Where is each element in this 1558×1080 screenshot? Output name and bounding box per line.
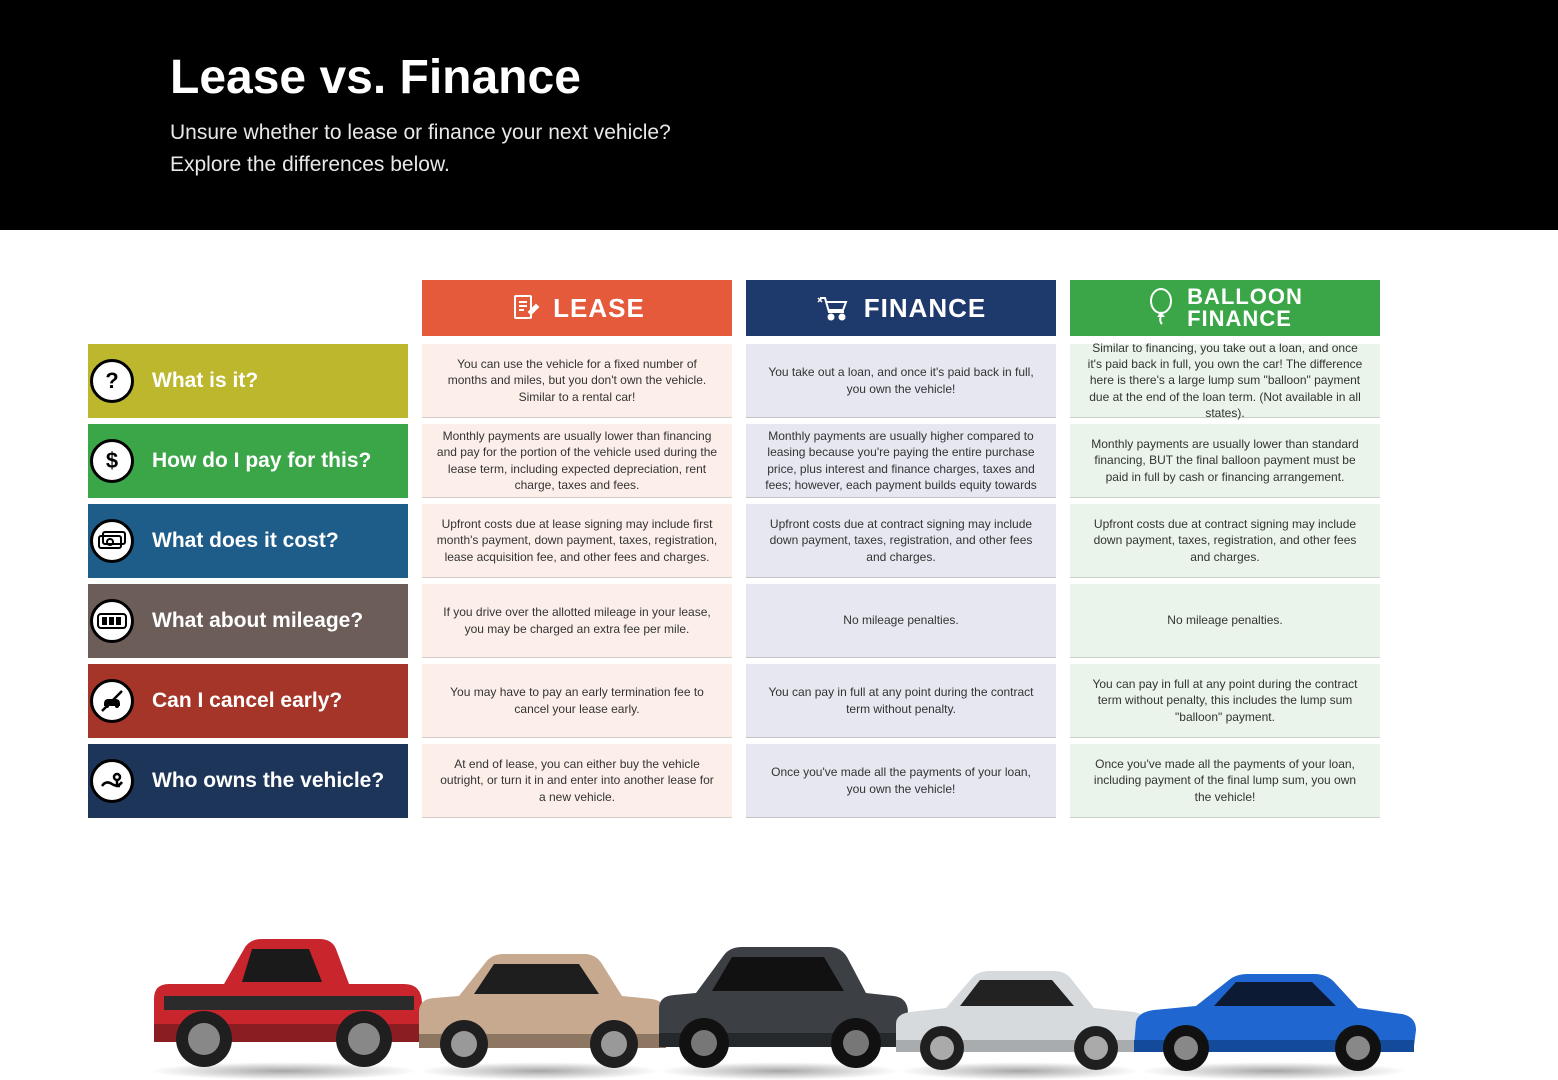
cell-finance: You can pay in full at any point during … <box>746 664 1056 738</box>
comparison-content: LEASE FINANCE <box>0 230 1558 1074</box>
column-header-label: BALLOONFINANCE <box>1187 286 1303 330</box>
sedan <box>884 944 1154 1074</box>
cell-lease: Upfront costs due at lease signing may i… <box>422 504 732 578</box>
question-how-pay: $ How do I pay for this? <box>88 424 408 498</box>
column-header-finance: FINANCE <box>746 280 1056 336</box>
question-label: What about mileage? <box>152 609 408 633</box>
cell-balloon: Similar to financing, you take out a loa… <box>1070 344 1380 418</box>
page-header: Lease vs. Finance Unsure whether to leas… <box>0 0 1558 230</box>
question-icon: ? <box>90 359 134 403</box>
cell-balloon: Upfront costs due at contract signing ma… <box>1070 504 1380 578</box>
question-label: Can I cancel early? <box>152 689 408 713</box>
cell-balloon: You can pay in full at any point during … <box>1070 664 1380 738</box>
pickup-truck <box>134 904 434 1074</box>
cell-lease: If you drive over the allotted mileage i… <box>422 584 732 658</box>
column-header-lease: LEASE <box>422 280 732 336</box>
column-header-label: FINANCE <box>864 293 987 324</box>
question-label: What is it? <box>152 369 408 393</box>
vehicle-lineup <box>88 854 1470 1074</box>
cell-finance: Upfront costs due at contract signing ma… <box>746 504 1056 578</box>
column-header-balloon: BALLOONFINANCE <box>1070 280 1380 336</box>
cell-balloon: No mileage penalties. <box>1070 584 1380 658</box>
cell-balloon: Monthly payments are usually lower than … <box>1070 424 1380 498</box>
page-title: Lease vs. Finance <box>170 50 1558 105</box>
cell-lease: You can use the vehicle for a fixed numb… <box>422 344 732 418</box>
document-sign-icon <box>509 292 541 324</box>
cell-finance: No mileage penalties. <box>746 584 1056 658</box>
question-what-is-it: ? What is it? <box>88 344 408 418</box>
cart-icon <box>816 292 852 324</box>
cell-lease: At end of lease, you can either buy the … <box>422 744 732 818</box>
cash-icon <box>90 519 134 563</box>
crossover-suv <box>404 924 674 1074</box>
column-header-label: LEASE <box>553 293 645 324</box>
midsize-suv <box>644 919 914 1074</box>
question-mileage: What about mileage? <box>88 584 408 658</box>
question-label: How do I pay for this? <box>152 449 408 473</box>
comparison-grid: LEASE FINANCE <box>88 280 1470 824</box>
balloon-icon <box>1147 288 1175 328</box>
cell-lease: Monthly payments are usually lower than … <box>422 424 732 498</box>
cell-balloon: Once you've made all the payments of you… <box>1070 744 1380 818</box>
grid-corner <box>88 280 408 344</box>
sports-coupe <box>1124 944 1424 1074</box>
page-subtitle: Unsure whether to lease or finance your … <box>170 117 1558 180</box>
question-label: Who owns the vehicle? <box>152 769 408 793</box>
question-cancel: Can I cancel early? <box>88 664 408 738</box>
odometer-icon <box>90 599 134 643</box>
question-cost: What does it cost? <box>88 504 408 578</box>
cell-finance: Once you've made all the payments of you… <box>746 744 1056 818</box>
cell-finance: You take out a loan, and once it's paid … <box>746 344 1056 418</box>
keys-icon <box>90 759 134 803</box>
dollar-icon: $ <box>90 439 134 483</box>
question-label: What does it cost? <box>152 529 408 553</box>
cell-finance: Monthly payments are usually higher comp… <box>746 424 1056 498</box>
cell-lease: You may have to pay an early termination… <box>422 664 732 738</box>
question-owns: Who owns the vehicle? <box>88 744 408 818</box>
no-car-icon <box>90 679 134 723</box>
